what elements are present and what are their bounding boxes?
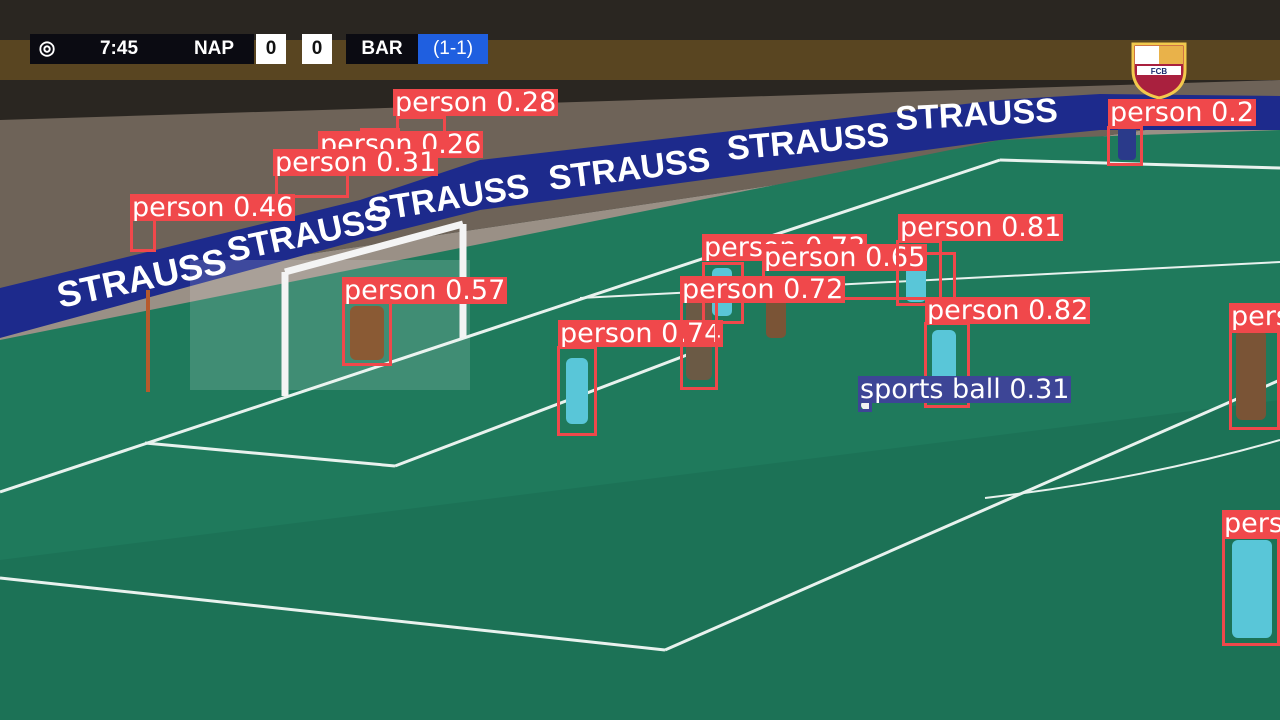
six-yard-side — [394, 348, 701, 468]
scoreboard: ◎ 7:45 NAP 0 0 BAR (1-1) — [30, 34, 488, 64]
detection-label: sports ball 0.31 — [858, 376, 1072, 403]
detection-label: person 0.82 — [925, 297, 1091, 324]
six-yard-line — [144, 441, 396, 468]
competition-logo-icon: ◎ — [30, 34, 64, 64]
goal — [146, 220, 470, 396]
person-detection-box — [557, 346, 597, 436]
penalty-arc — [984, 439, 1280, 499]
pitch-stripe — [0, 400, 1280, 720]
detection-label: person 0.46 — [130, 194, 296, 221]
detection-label: person 0.65 — [762, 244, 928, 271]
detection-label: person 0.81 — [898, 214, 1064, 241]
aggregate-score: (1-1) — [418, 34, 488, 64]
home-team: NAP — [174, 34, 254, 64]
detection-label: pers — [1222, 510, 1280, 537]
fcb-crest-icon: FCB — [1131, 42, 1187, 100]
detection-label: person 0.2 — [1108, 99, 1257, 126]
person-detection-box — [680, 300, 718, 390]
person-detection-box — [1107, 126, 1143, 166]
away-score: 0 — [302, 34, 332, 64]
match-clock: 7:45 — [64, 34, 174, 64]
detection-label: person 0.57 — [342, 277, 508, 304]
detection-label: person 0.31 — [273, 149, 439, 176]
detection-label: person 0.28 — [393, 89, 559, 116]
crest-text: FCB — [1151, 67, 1168, 76]
person-detection-box — [342, 300, 392, 366]
person-detection-box — [1222, 536, 1280, 646]
detection-label: perso — [1229, 303, 1280, 330]
detection-label: person 0.74 — [558, 320, 724, 347]
person-detection-box — [130, 216, 156, 252]
person-detection-box — [1229, 330, 1280, 430]
home-score: 0 — [256, 34, 286, 64]
detection-label: person 0.72 — [680, 276, 846, 303]
touch-line — [0, 158, 1001, 494]
away-team: BAR — [346, 34, 418, 64]
box-side-line — [664, 378, 1280, 652]
ad-text-6: STRAUSS — [894, 92, 1058, 138]
box-line — [0, 576, 666, 652]
person-detection-box — [896, 240, 942, 306]
